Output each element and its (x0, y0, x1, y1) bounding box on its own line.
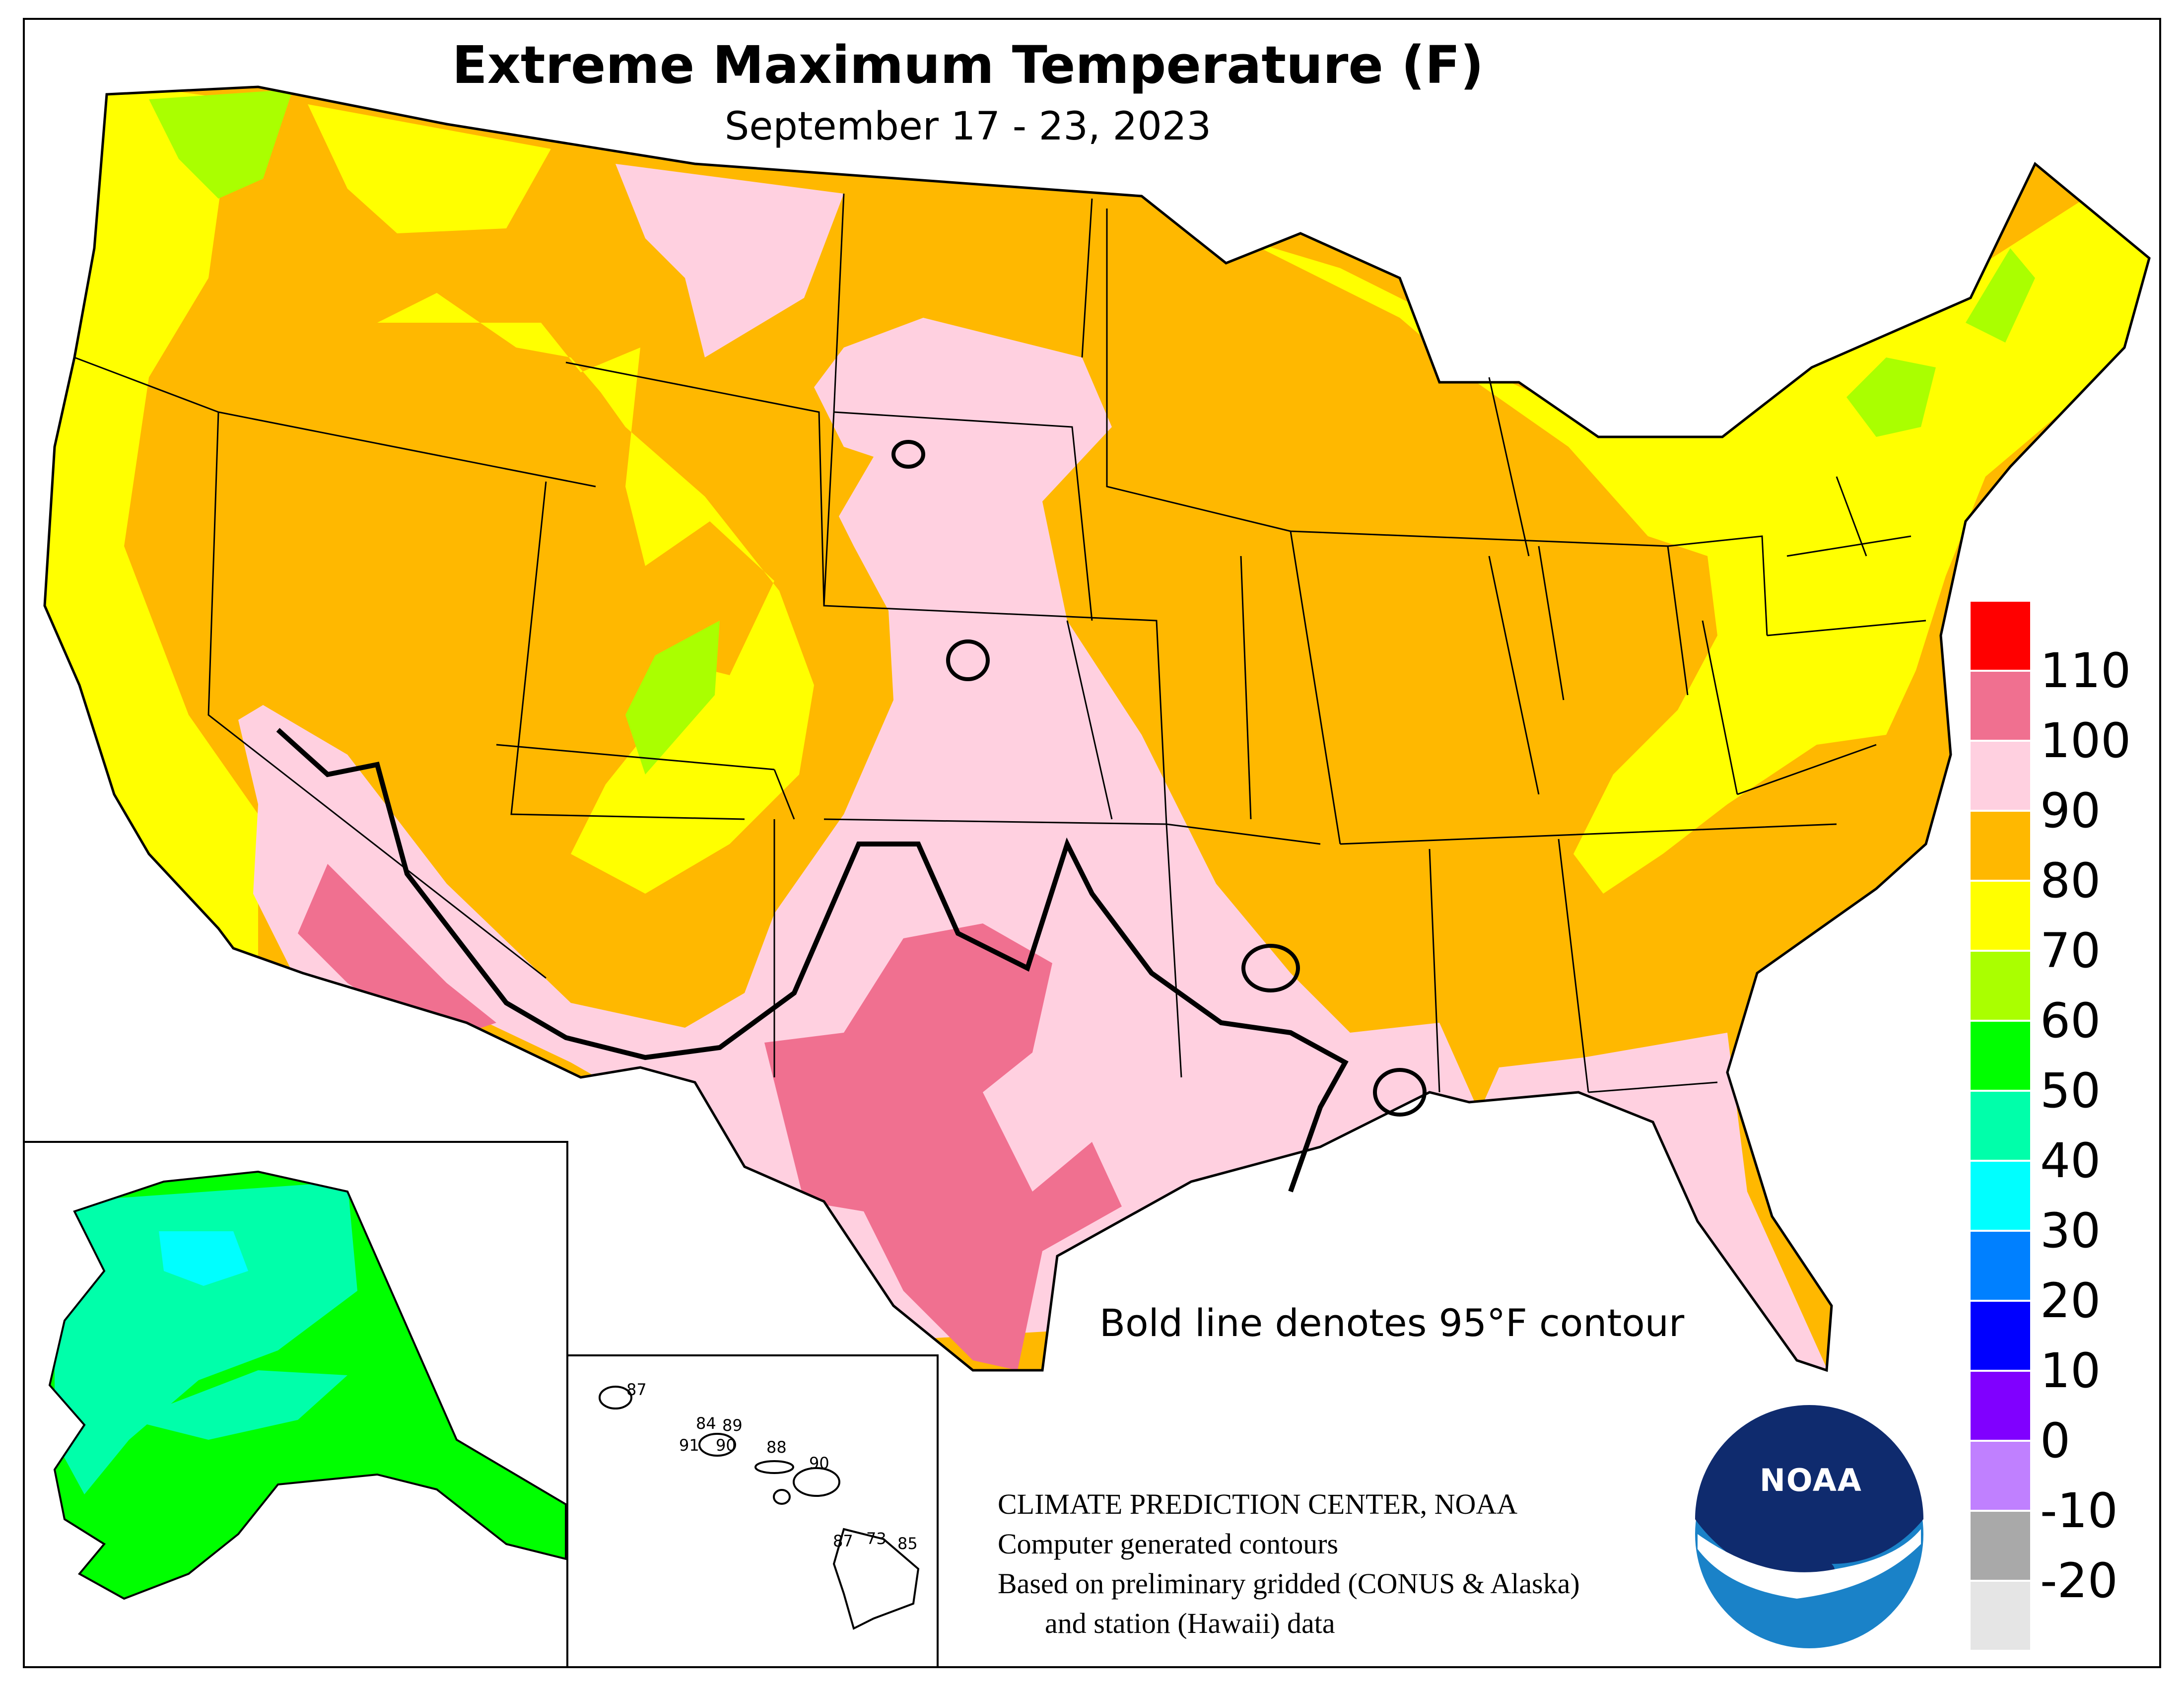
contour-95f-mississippi (1373, 1068, 1427, 1117)
temp-band-60-70-adirondacks (1846, 357, 1936, 437)
noaa-logo-icon (1695, 1405, 1923, 1648)
hawaii-inset (566, 1354, 939, 1668)
temp-band-90-100-montana (615, 164, 844, 357)
contour-95f-line (276, 728, 1349, 1193)
ak-temp-band-40-50 (55, 1182, 357, 1494)
legend-swatch (1971, 1021, 2030, 1090)
legend-swatch (1971, 1511, 2030, 1580)
legend-swatch (1971, 1581, 2030, 1650)
hawaii-station-label: 85 (897, 1534, 918, 1553)
legend-tick-label: 80 (2040, 853, 2101, 909)
oahu-island (698, 1433, 736, 1457)
contour-95f-kansas (946, 639, 990, 681)
legend-swatch (1971, 811, 2030, 880)
lanai-island (773, 1489, 791, 1505)
hawaii-station-label: 90 (809, 1454, 829, 1473)
alaska-outline (48, 1170, 567, 1600)
legend-swatch (1971, 671, 2030, 740)
temp-band-60-70-white-mountains (1966, 248, 2035, 343)
temp-band-60-70-colorado (625, 621, 720, 775)
noaa-logo-text: NOAA (1760, 1462, 1862, 1498)
legend-swatch (1971, 601, 2030, 670)
legend-swatch (1971, 1091, 2030, 1160)
legend-swatch (1971, 881, 2030, 950)
temp-band-70-80-interior-west (377, 293, 814, 894)
hawaii-station-label: 88 (766, 1438, 787, 1457)
credit-line-2: Computer generated contours (998, 1528, 1339, 1560)
legend-tick-label: 90 (2040, 783, 2101, 839)
hawaii-station-label: 87 (626, 1380, 647, 1399)
legend-swatch (1971, 951, 2030, 1020)
legend-tick-label: 0 (2040, 1413, 2071, 1469)
legend-swatch (1971, 1161, 2030, 1230)
alaska-inset (23, 1141, 568, 1668)
map-title: Extreme Maximum Temperature (F) (452, 35, 1484, 95)
legend-tick-label: 50 (2040, 1063, 2101, 1119)
legend-swatch (1971, 1301, 2030, 1370)
legend-tick-label: -20 (2040, 1553, 2118, 1609)
legend-tick-label: -10 (2040, 1483, 2118, 1539)
map-subtitle: September 17 - 23, 2023 (724, 104, 1212, 149)
temp-band-70-80-northern-rockies (308, 104, 551, 233)
temp-band-60-70-north-cascades (149, 89, 293, 199)
temp-band-100-110-desert-southwest (298, 864, 496, 1043)
credit-line-3: Based on preliminary gridded (CONUS & Al… (998, 1567, 1580, 1600)
kauai-island (599, 1386, 632, 1409)
legend-tick-label: 70 (2040, 923, 2101, 979)
ak-temp-band-40-50-south (129, 1370, 347, 1440)
figure-frame (23, 18, 2161, 1668)
hawaii-station-label: 84 (696, 1414, 716, 1433)
state-boundaries (45, 87, 2149, 1370)
molokai-island (754, 1460, 794, 1474)
legend-swatch (1971, 1371, 2030, 1440)
legend-tick-label: 60 (2040, 993, 2101, 1049)
legend-swatch (1971, 1441, 2030, 1510)
credits-block: CLIMATE PREDICTION CENTER, NOAA Computer… (998, 1484, 1580, 1643)
hawaii-station-label: 73 (866, 1529, 887, 1548)
credit-line-4: and station (Hawaii) data (1045, 1607, 1335, 1639)
hawaii-big-island (832, 1528, 920, 1630)
legend-tick-label: 10 (2040, 1343, 2101, 1399)
hawaii-station-label: 89 (722, 1416, 743, 1435)
hawaii-station-label: 91 (679, 1436, 699, 1455)
ak-temp-band-30-40 (159, 1231, 248, 1286)
temperature-legend: 110 100 90 80 70 60 50 40 30 20 10 0 -10 -20 (1971, 601, 2184, 1653)
legend-tick-label: 30 (2040, 1203, 2101, 1259)
legend-swatch (1971, 1231, 2030, 1300)
contour-95f-south-dakota (891, 440, 925, 469)
credit-line-1: CLIMATE PREDICTION CENTER, NOAA (998, 1488, 1518, 1520)
legend-tick-label: 110 (2040, 643, 2131, 699)
legend-swatch (1971, 741, 2030, 810)
legend-tick-label: 100 (2040, 713, 2131, 769)
hawaii-station-label: 90 (716, 1436, 736, 1455)
maui-island (793, 1467, 840, 1497)
temp-band-100-110-texas (764, 923, 1122, 1370)
hawaii-station-label: 87 (833, 1532, 853, 1550)
legend-tick-label: 20 (2040, 1273, 2101, 1329)
contour-note: Bold line denotes 95°F contour (1099, 1301, 1685, 1345)
contour-95f-arkansas (1241, 944, 1300, 992)
legend-tick-label: 40 (2040, 1133, 2101, 1189)
